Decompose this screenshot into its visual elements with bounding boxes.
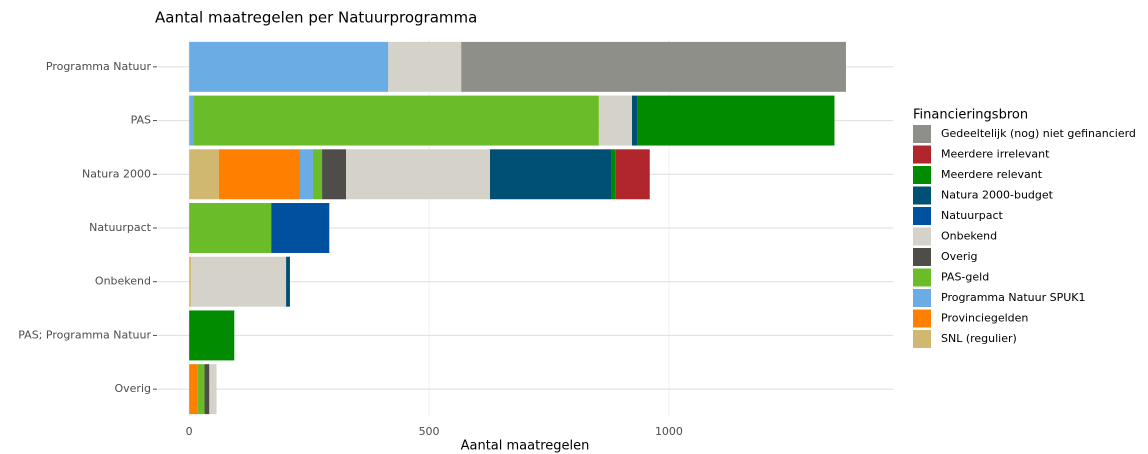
legend-label: Natuurpact xyxy=(941,209,1004,222)
bar-segment xyxy=(271,203,330,253)
bar-segment xyxy=(189,41,389,92)
bar-segment xyxy=(191,256,287,307)
bar-segment xyxy=(611,149,616,200)
legend-swatch xyxy=(913,248,931,266)
bar-segment xyxy=(189,149,219,200)
legend-swatch xyxy=(913,207,931,225)
bar-segment xyxy=(197,364,205,415)
bar-segment xyxy=(637,95,835,146)
legend-swatch xyxy=(913,125,931,143)
bar-segment xyxy=(218,149,301,200)
bar-segment xyxy=(189,203,272,253)
bar-segment xyxy=(461,41,846,92)
bar-segment xyxy=(209,364,217,415)
legend-label: SNL (regulier) xyxy=(941,332,1017,345)
bar-segment xyxy=(193,95,599,146)
legend-swatch xyxy=(913,166,931,184)
bar-segment xyxy=(346,149,490,200)
y-tick-label: PAS xyxy=(131,114,151,127)
legend-swatch xyxy=(913,330,931,348)
legend-swatch xyxy=(913,268,931,287)
x-tick-label: 500 xyxy=(419,425,440,438)
y-tick-label: PAS; Programma Natuur xyxy=(18,328,151,341)
y-tick-label: Onbekend xyxy=(95,275,151,288)
bar-segment xyxy=(598,95,633,146)
x-tick-label: 1000 xyxy=(655,425,683,438)
legend-label: Programma Natuur SPUK1 xyxy=(941,291,1086,304)
bar-segment xyxy=(632,95,638,146)
legend-swatch xyxy=(913,186,931,205)
legend-label: PAS-geld xyxy=(941,271,989,284)
x-axis-title: Aantal maatregelen xyxy=(461,439,590,454)
legend-label: Overig xyxy=(941,250,978,263)
legend-label: Meerdere relevant xyxy=(941,168,1043,181)
legend-title: Financieringsbron xyxy=(913,108,1028,123)
bar-segment xyxy=(615,149,650,200)
legend-label: Onbekend xyxy=(941,230,997,243)
bar-segment xyxy=(204,364,210,415)
bar-segment xyxy=(189,364,198,415)
bar-segment xyxy=(489,149,612,200)
legend-swatch xyxy=(913,309,931,328)
bar-segment xyxy=(189,256,192,307)
bar-segment xyxy=(286,256,290,307)
legend-swatch xyxy=(913,289,931,307)
bar-segment xyxy=(189,310,235,361)
bar-segment xyxy=(300,149,313,200)
legend-swatch xyxy=(913,145,931,164)
y-tick-label: Natura 2000 xyxy=(82,167,151,180)
legend-label: Natura 2000-budget xyxy=(941,189,1054,202)
legend-label: Gedeeltelijk (nog) niet gefinancierd xyxy=(941,127,1136,140)
bar-segment xyxy=(322,149,347,200)
y-tick-label: Programma Natuur xyxy=(46,60,152,73)
bar-segment xyxy=(312,149,323,200)
bar-segment xyxy=(189,95,194,146)
y-tick-label: Natuurpact xyxy=(89,221,152,234)
legend-label: Meerdere irrelevant xyxy=(941,148,1050,161)
y-tick-label: Overig xyxy=(115,382,152,395)
bar-segment xyxy=(388,41,462,92)
legend-label: Provinciegelden xyxy=(941,312,1028,325)
legend-swatch xyxy=(913,227,931,246)
chart-title: Aantal maatregelen per Natuurprogramma xyxy=(155,9,477,27)
x-tick-label: 0 xyxy=(186,425,193,438)
